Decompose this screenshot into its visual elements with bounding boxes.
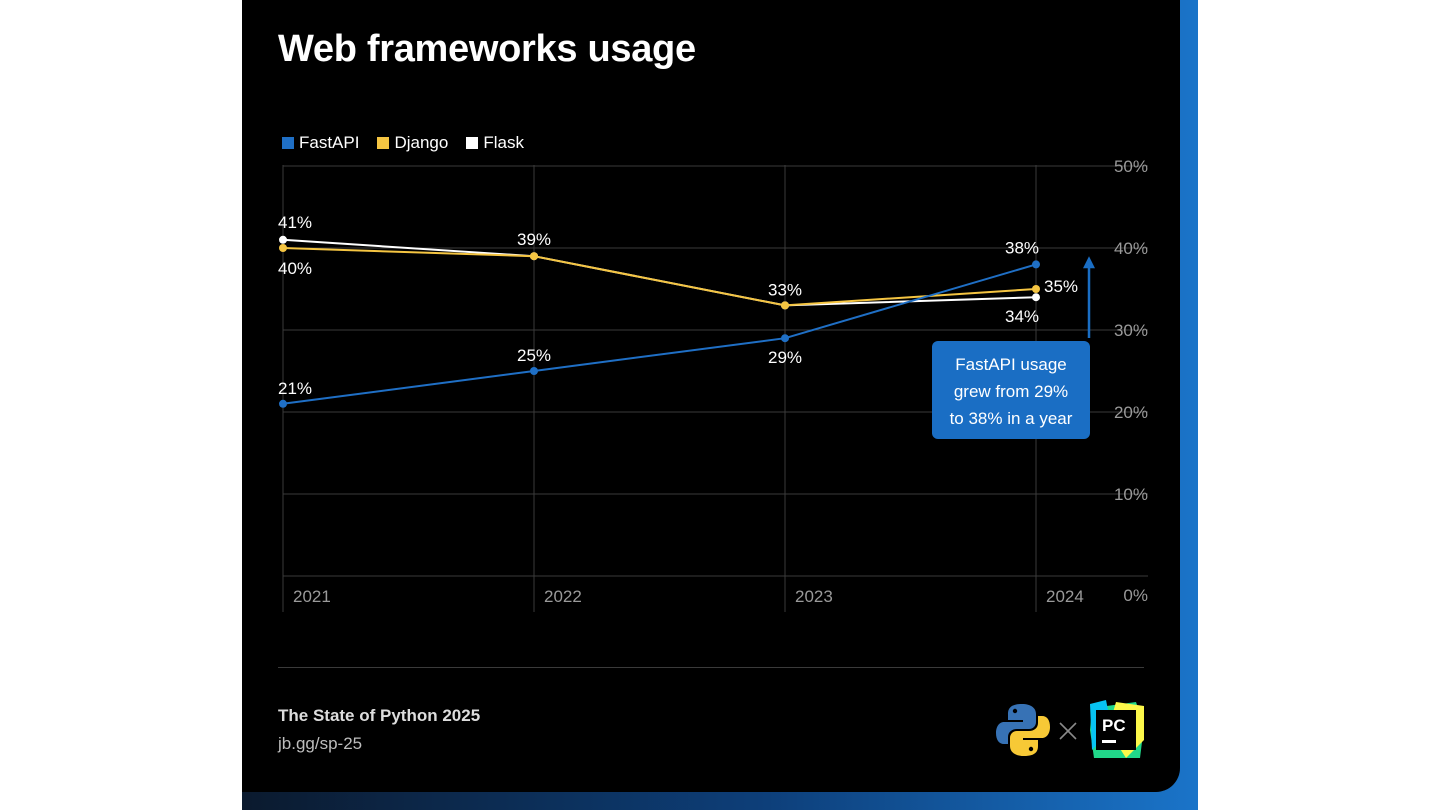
y-tick-label: 40%	[1114, 239, 1148, 258]
x-tick-label: 2023	[795, 587, 833, 606]
data-point-django	[1032, 285, 1040, 293]
data-label-fastapi: 29%	[768, 348, 802, 367]
series-line-django	[282, 247, 1037, 307]
data-label-django: 35%	[1044, 277, 1078, 296]
data-point-fastapi	[530, 367, 538, 375]
logos: PC	[996, 700, 1144, 758]
y-tick-label: 10%	[1114, 485, 1148, 504]
y-tick-label: 50%	[1114, 157, 1148, 176]
legend-swatch-flask	[466, 137, 479, 149]
data-label-fastapi: 21%	[278, 379, 312, 398]
annotation-text: to 38% in a year	[950, 409, 1073, 428]
data-label-fastapi: 25%	[517, 346, 551, 365]
python-logo-icon	[996, 704, 1050, 756]
data-point-fastapi	[279, 399, 287, 408]
data-point-fastapi	[781, 334, 789, 343]
x-tick-label: 2022	[544, 587, 582, 606]
data-label-fastapi: 38%	[1005, 238, 1039, 257]
footer-title: The State of Python 2025	[278, 706, 481, 725]
annotation-text: grew from 29%	[954, 382, 1068, 401]
legend-item-django: Django	[377, 133, 448, 153]
data-label-flask: 34%	[1005, 307, 1039, 326]
x-tick-label: 2024	[1046, 587, 1084, 606]
series-line-fastapi	[282, 263, 1037, 405]
data-point-django	[279, 244, 287, 252]
data-point-fastapi	[1032, 260, 1040, 269]
legend-label-fastapi: FastAPI	[299, 133, 360, 152]
data-point-flask	[279, 235, 287, 244]
x-tick-label: 2021	[293, 587, 331, 606]
y-tick-label: 30%	[1114, 321, 1148, 340]
legend-label-flask: Flask	[483, 133, 524, 152]
data-label-django: 40%	[278, 259, 312, 278]
times-icon	[1059, 722, 1077, 740]
legend-label-django: Django	[394, 133, 449, 152]
data-point-django	[530, 252, 538, 261]
pycharm-logo-icon: PC	[1090, 700, 1144, 758]
legend-swatch-fastapi	[282, 137, 294, 149]
data-point-flask	[1032, 293, 1040, 302]
annotation-box	[932, 341, 1090, 439]
data-point-django	[781, 301, 789, 310]
legend-swatch-django	[377, 137, 390, 149]
pycharm-logo-text: PC	[1102, 716, 1126, 735]
footer-url[interactable]: jb.gg/sp-25	[278, 734, 363, 753]
chart-legend: FastAPI Django Flask	[282, 133, 524, 153]
data-label-django: 33%	[768, 280, 802, 299]
footer-divider	[278, 667, 1144, 668]
data-label-django: 39%	[517, 230, 551, 249]
legend-item-flask: Flask	[466, 133, 524, 153]
annotation-text: FastAPI usage	[955, 355, 1067, 374]
y-tick-label: 20%	[1114, 403, 1148, 422]
chart-title: Web frameworks usage	[278, 28, 696, 70]
legend-item-fastapi: FastAPI	[282, 133, 359, 153]
data-label-flask: 41%	[278, 213, 312, 232]
annotation-arrow-head	[1083, 256, 1095, 269]
y-tick-label: 0%	[1123, 586, 1148, 605]
